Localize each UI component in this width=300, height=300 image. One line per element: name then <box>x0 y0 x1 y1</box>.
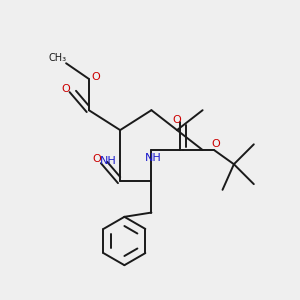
Text: CH₃: CH₃ <box>49 52 67 63</box>
Text: O: O <box>62 84 70 94</box>
Text: O: O <box>211 139 220 149</box>
Text: O: O <box>92 154 101 164</box>
Text: NH: NH <box>145 153 161 163</box>
Text: O: O <box>92 73 100 82</box>
Text: NH: NH <box>100 156 117 166</box>
Text: O: O <box>172 115 181 125</box>
